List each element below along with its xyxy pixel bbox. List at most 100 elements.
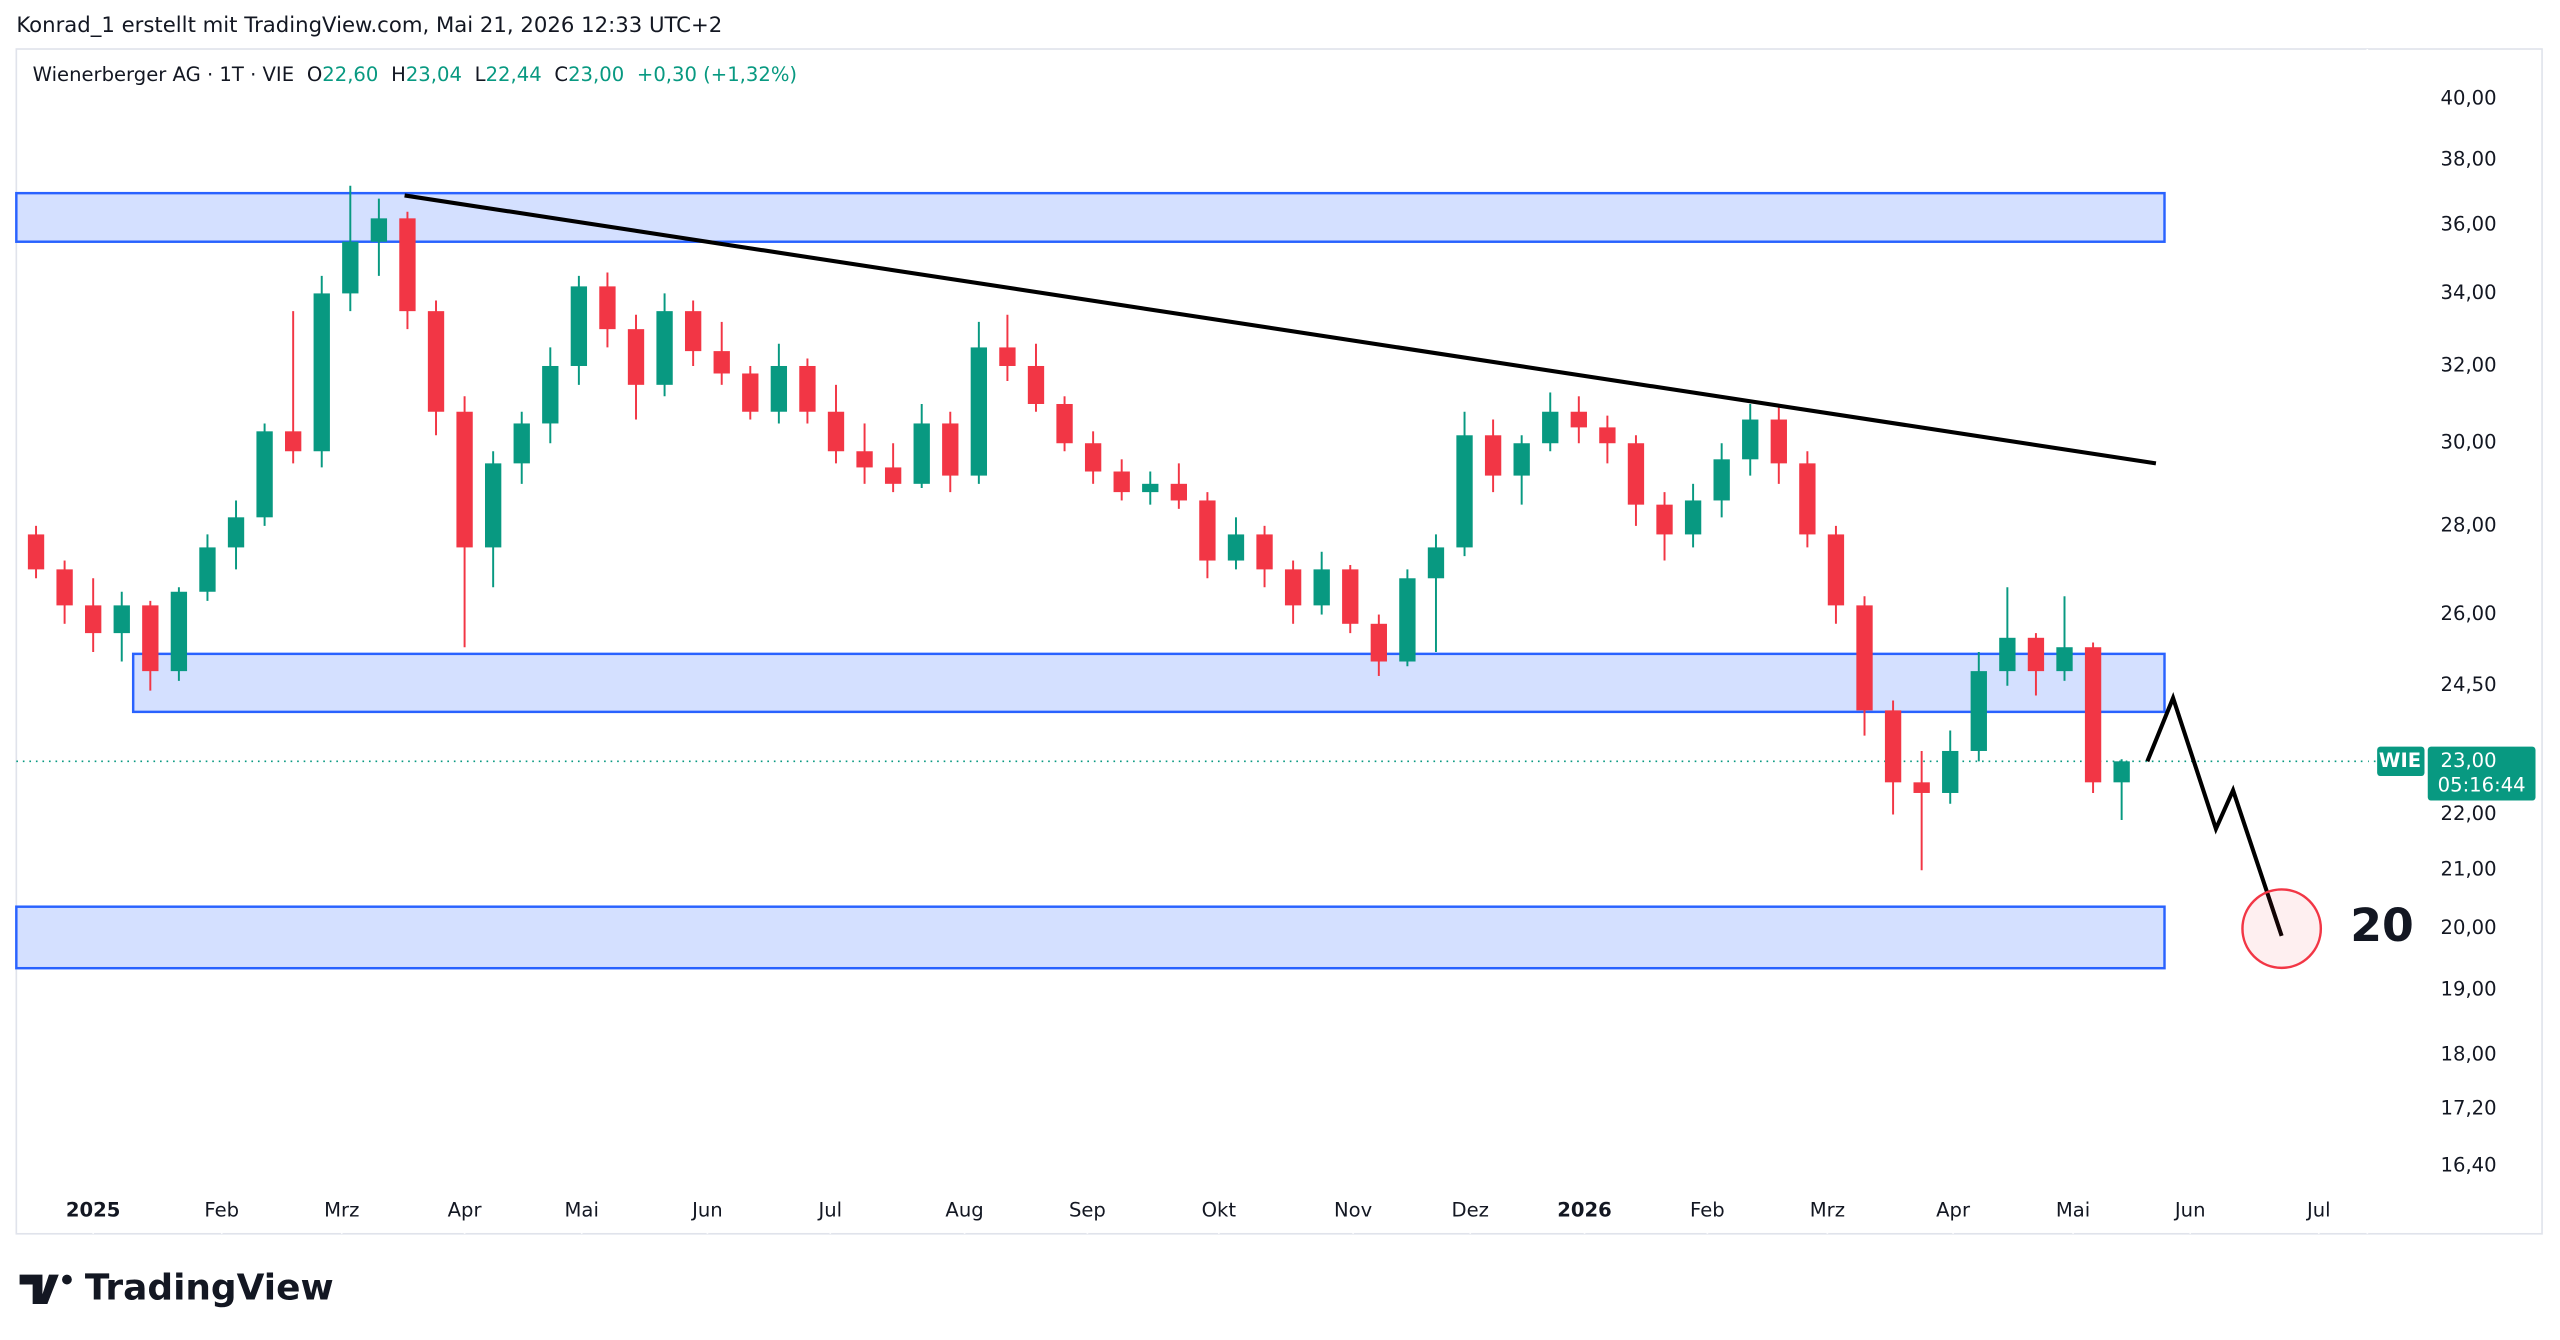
candle-body [199,547,216,592]
candle-body [1627,443,1645,505]
candle-body [1284,569,1302,606]
x-tick-label: Jul [816,1198,842,1221]
y-tick-label: 18,00 [2441,1042,2497,1065]
l-value: 22,44 [486,63,542,86]
symbol: Wienerberger AG · 1T · VIE [33,63,294,86]
o-value: 22,60 [322,63,378,86]
candle-body [484,463,502,548]
candle-body [913,423,930,484]
candle-body [1542,411,1559,444]
candle-body [285,431,302,452]
candle-body [1313,569,1330,606]
candle-body [599,286,616,330]
candle-body [1570,411,1587,428]
candle-body [1027,365,1045,404]
candle-body [313,293,330,452]
candle-body [342,241,359,294]
x-tick-label: Nov [1334,1198,1373,1221]
candle-body [1884,710,1902,783]
y-tick-label: 32,00 [2441,353,2497,376]
projection-path [2145,692,2284,937]
candle-body [1227,534,1245,561]
candle-body [170,591,188,672]
ticker-badge [2377,746,2425,777]
y-tick-label: 16,40 [2441,1154,2497,1177]
candle-body [770,365,788,412]
x-tick-label: Okt [1202,1198,1237,1221]
x-tick-label: Mrz [1810,1198,1845,1221]
candle-body [1599,427,1616,444]
x-tick-label: Aug [945,1198,983,1221]
logo-dot [62,1274,72,1285]
l-label: L [475,63,486,86]
candle-body [1799,463,1816,535]
candle-body [56,569,73,606]
candle-body [1484,435,1502,476]
candle-body [970,347,988,476]
candle-body [1113,471,1130,493]
candle-body [1827,534,1845,606]
x-tick-label: Sep [1069,1198,1106,1221]
candle-body [1084,443,1102,472]
countdown: 05:16:44 [2438,773,2526,796]
trendline [404,193,2157,466]
candle-body [713,351,730,374]
candle-body [513,423,530,464]
x-tick-label: Jun [690,1198,723,1221]
candle-body [1399,578,1416,662]
y-tick-label: 17,20 [2441,1097,2497,1120]
last-price-label: 23,00 [2441,749,2497,772]
x-tick-label: Apr [448,1198,483,1221]
candle-body [2113,761,2130,783]
candle-body [1656,504,1673,535]
candle-body [256,431,273,518]
candle-body [799,365,816,412]
candle-body [1199,500,1216,561]
candle-body [684,311,702,352]
candle-body [1856,605,1873,711]
candle-body [2056,647,2073,672]
candle-body [1942,750,1959,793]
target-marker [2241,888,2323,970]
candle-body [1913,782,1930,793]
x-tick-label: Dez [1452,1198,1489,1221]
candle-body [456,411,473,548]
c-label: C [554,63,568,86]
logo-mark [19,1274,59,1305]
brand-name: TradingView [85,1267,334,1308]
x-tick-label: Feb [1690,1198,1725,1221]
candle-body [1684,500,1702,535]
x-tick-label: 2026 [1557,1198,1612,1221]
h-label: H [391,63,406,86]
candle-body [627,329,645,385]
candle-body [227,517,245,548]
candle-body [827,411,845,452]
candle-body [999,347,1016,366]
y-tick-label: 19,00 [2441,978,2497,1001]
candle-body [2084,647,2102,783]
ohlc-legend: Wienerberger AG · 1T · VIE O22,60 H23,04… [33,63,797,86]
candle-body [1713,459,1730,501]
candle-body [1770,419,1787,464]
candle-body [856,451,873,468]
candle-body [542,365,559,424]
x-tick-label: Feb [204,1198,239,1221]
x-tick-label: Mai [2056,1198,2090,1221]
ticker-label: WIE [2379,749,2421,772]
candle-body [884,467,902,484]
candle-body [570,286,588,366]
x-tick-label: 2025 [66,1198,121,1221]
candle-body [85,605,102,634]
zone [15,905,2166,970]
x-tick-label: Mrz [324,1198,359,1221]
y-tick-label: 30,00 [2441,431,2497,454]
x-tick-label: Mai [565,1198,599,1221]
y-tick-label: 36,00 [2441,212,2497,235]
candle-body [1056,403,1073,444]
candle-body [113,605,130,634]
candle-body [27,534,45,570]
price-badge [2427,746,2536,801]
y-tick-label: 28,00 [2441,513,2497,536]
y-tick-label: 24,50 [2441,673,2497,696]
